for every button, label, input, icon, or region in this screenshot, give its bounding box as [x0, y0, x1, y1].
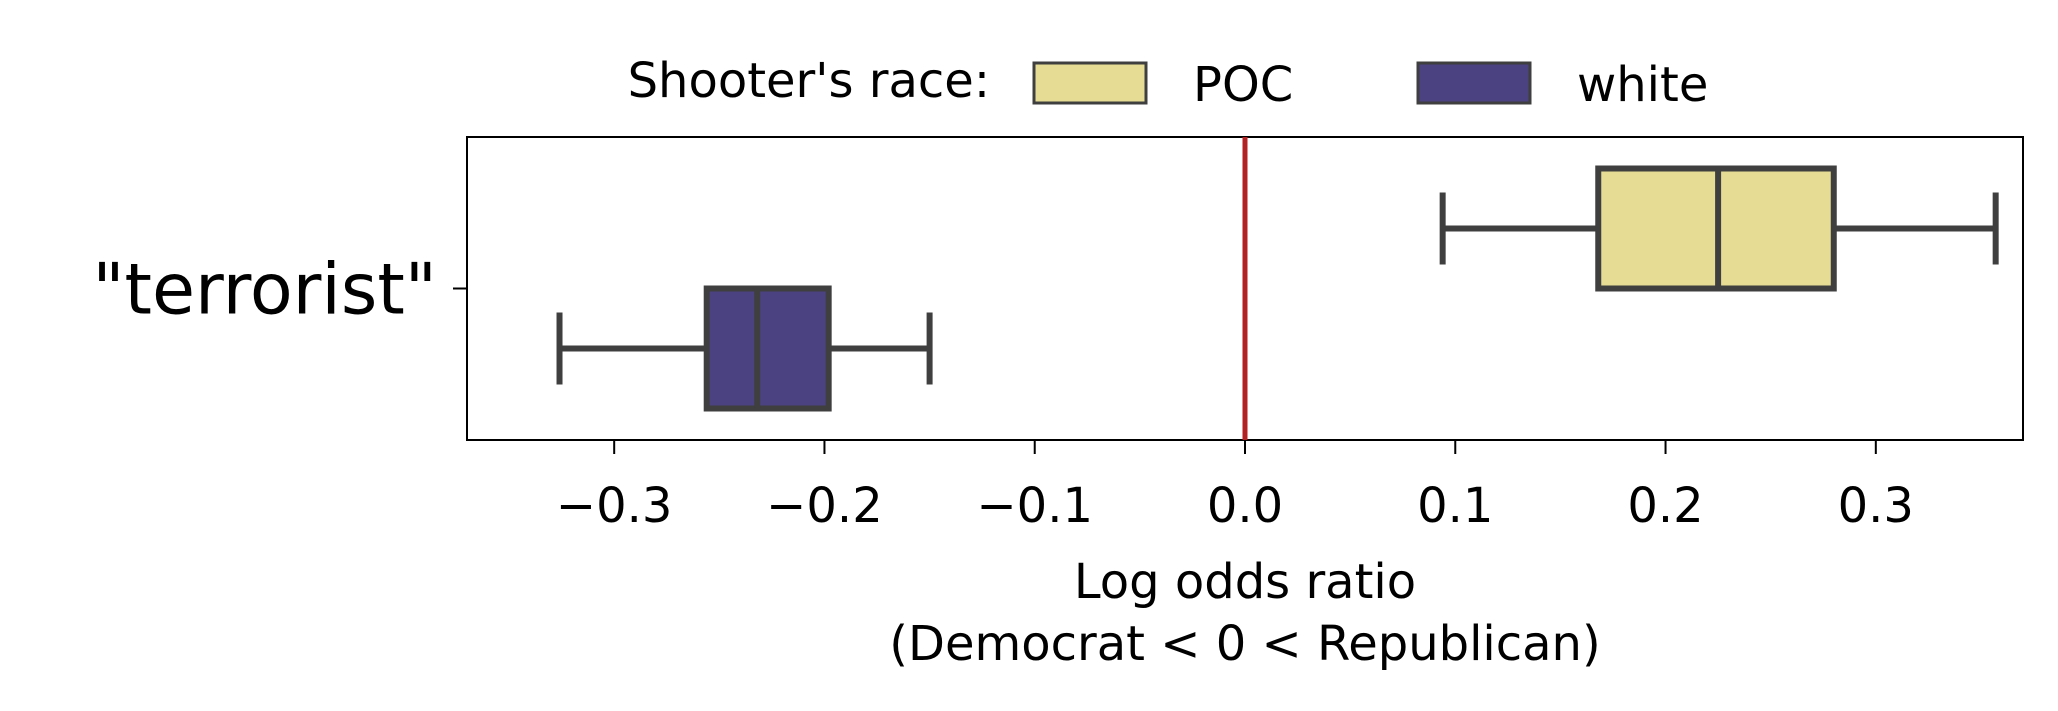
y-tick-label: "terrorist"	[92, 249, 437, 331]
x-axis-title: Log odds ratio (Democrat < 0 < Republica…	[889, 554, 1600, 672]
legend-label-white: white	[1577, 57, 1708, 113]
x-tick-label: 0.2	[1627, 478, 1703, 534]
legend-label-poc: POC	[1193, 57, 1293, 113]
legend-swatch-poc	[1032, 61, 1148, 105]
boxplots	[556, 165, 1999, 412]
legend-entries: POC white	[1032, 57, 1708, 113]
x-tick-label: −0.1	[976, 478, 1093, 534]
legend-title: Shooter's race:	[628, 53, 990, 109]
legend-swatch-white	[1416, 61, 1532, 105]
x-tick-label: 0.1	[1417, 478, 1493, 534]
box-white	[703, 285, 832, 412]
legend: Shooter's race: POC white	[628, 53, 1709, 113]
x-tick-label: 0.3	[1838, 478, 1914, 534]
x-tick-label: −0.3	[556, 478, 673, 534]
x-axis-title-line-1: Log odds ratio	[1074, 554, 1416, 610]
x-tick-label: 0.0	[1207, 478, 1283, 534]
x-tick-label: −0.2	[766, 478, 883, 534]
y-axis: "terrorist"	[92, 249, 467, 331]
x-axis: −0.3 −0.2 −0.1 0.0 0.1 0.2 0.3	[556, 440, 1914, 534]
x-axis-title-line-2: (Democrat < 0 < Republican)	[889, 616, 1600, 672]
